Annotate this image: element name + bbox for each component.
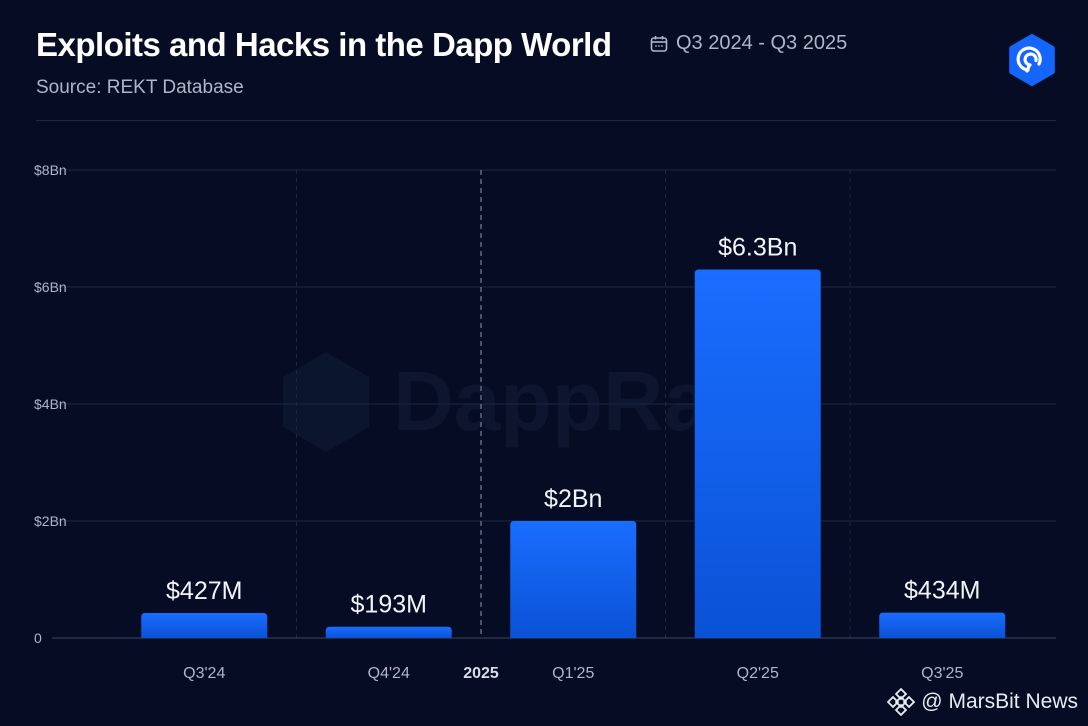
- header-divider: [36, 120, 1056, 121]
- date-range: Q3 2024 - Q3 2025: [650, 32, 847, 55]
- bar: [694, 269, 821, 638]
- watermark-logo-icon: [283, 352, 369, 452]
- y-tick-label: $6Bn: [34, 279, 67, 295]
- x-tick-label: Q1'25: [552, 665, 594, 682]
- x-tick-label: Q4'24: [368, 665, 410, 682]
- footer-watermark: @ MarsBit News: [887, 688, 1078, 716]
- bar-value-label: $193M: [351, 591, 427, 619]
- chart-header: Exploits and Hacks in the Dapp World Q3 …: [36, 26, 1058, 106]
- calendar-icon: [650, 35, 668, 52]
- source-label: Source: REKT Database: [36, 77, 244, 98]
- year-divider-label: 2025: [463, 665, 499, 682]
- date-range-label: Q3 2024 - Q3 2025: [676, 32, 848, 54]
- bar: [325, 626, 452, 638]
- bar: [141, 613, 268, 638]
- watermark: DappRa: [283, 352, 712, 452]
- bar: [510, 521, 637, 638]
- binance-square-icon: [887, 688, 916, 716]
- bar-value-label: $427M: [166, 577, 242, 605]
- bar-value-label: $434M: [904, 577, 980, 605]
- chart-title: Exploits and Hacks in the Dapp World: [36, 26, 612, 63]
- y-tick-label: $8Bn: [34, 162, 67, 178]
- y-tick-label: $2Bn: [34, 513, 67, 529]
- x-tick-label: Q2'25: [737, 665, 779, 682]
- footer-at: @: [921, 690, 943, 713]
- x-tick-label: Q3'25: [921, 665, 963, 682]
- dappradar-logo-icon: [1009, 34, 1055, 86]
- y-tick-label: 0: [34, 630, 42, 646]
- footer-label: MarsBit News: [948, 690, 1078, 713]
- x-tick-label: Q3'24: [183, 665, 225, 682]
- bar-value-label: $2Bn: [544, 485, 602, 513]
- watermark-text: DappRa: [393, 354, 712, 448]
- bar: [879, 612, 1006, 638]
- bar-chart: DappRa 0 $2Bn $4Bn $6Bn $8Bn 2025 $427M Q3'24 $1…: [34, 162, 1056, 682]
- bar-value-label: $6.3Bn: [718, 233, 797, 261]
- y-tick-label: $4Bn: [34, 396, 67, 412]
